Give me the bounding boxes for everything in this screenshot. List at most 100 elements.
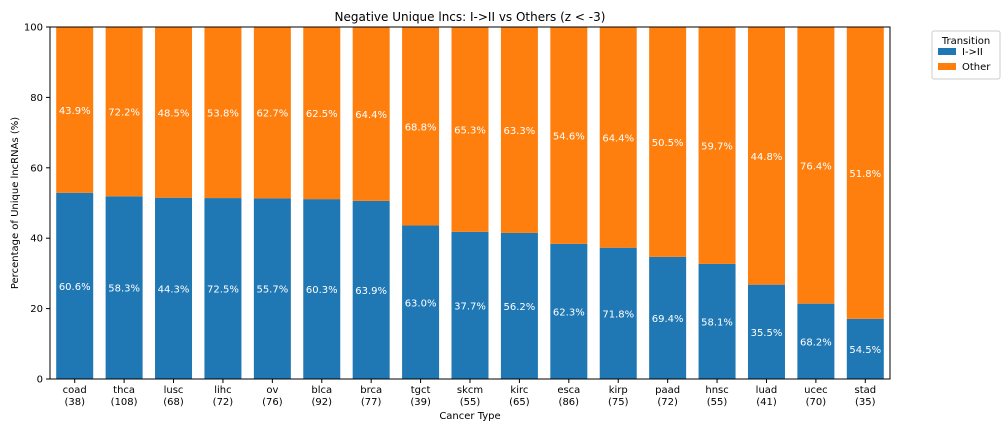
bar-label-i-ii-lihc: 72.5%: [207, 285, 239, 296]
bar-i-ii-hnsc: [698, 263, 736, 379]
y-tick-label-0: 0: [37, 375, 43, 386]
x-tick-label-stad: stad: [854, 385, 876, 396]
y-tick-label-40: 40: [30, 234, 43, 245]
legend: Transition I->II Other: [931, 30, 1001, 80]
x-tick-count-skcm: (55): [460, 397, 481, 408]
bar-label-other-kirp: 64.4%: [602, 133, 634, 144]
bar-label-i-ii-ov: 55.7%: [256, 285, 288, 296]
x-tick-count-thca: (108): [111, 397, 138, 408]
bar-i-ii-blca: [303, 199, 341, 379]
x-tick-count-hnsc: (55): [707, 397, 728, 408]
bar-label-i-ii-lusc: 44.3%: [158, 284, 190, 295]
bar-i-ii-esca: [550, 243, 588, 379]
bar-label-other-luad: 44.8%: [751, 152, 783, 163]
x-tick-label-lusc: lusc: [164, 385, 184, 396]
bar-other-ov: [253, 27, 291, 199]
y-axis: 0 20 40 60 80 100: [24, 23, 50, 386]
y-tick-label-80: 80: [30, 93, 43, 104]
bar-label-i-ii-luad: 35.5%: [751, 328, 783, 339]
bar-i-ii-kirc: [500, 232, 538, 379]
bar-other-paad: [649, 27, 687, 257]
bar-i-ii-skcm: [451, 231, 489, 379]
legend-swatch-other: [938, 63, 956, 70]
x-tick-count-luad: (41): [756, 397, 777, 408]
x-tick-count-esca: (86): [559, 397, 580, 408]
x-tick-count-tgct: (39): [410, 397, 431, 408]
x-tick-count-lusc: (68): [163, 397, 184, 408]
x-tick-label-coad: coad: [63, 385, 87, 396]
bar-label-other-coad: 43.9%: [59, 106, 91, 117]
bar-label-i-ii-tgct: 63.0%: [405, 298, 437, 309]
legend-label-i-ii: I->II: [962, 47, 983, 58]
bar-other-blca: [303, 27, 341, 200]
bar-label-i-ii-paad: 69.4%: [652, 314, 684, 325]
legend-swatch-i-ii: [938, 48, 956, 55]
bar-label-i-ii-coad: 60.6%: [59, 282, 91, 293]
x-tick-count-paad: (72): [657, 397, 678, 408]
x-tick-label-luad: luad: [756, 385, 778, 396]
bar-label-other-brca: 64.4%: [355, 110, 387, 121]
x-tick-label-brca: brca: [360, 385, 382, 396]
y-tick-label-20: 20: [30, 304, 43, 315]
legend-entries: I->II Other: [938, 47, 991, 73]
bar-other-lusc: [155, 27, 193, 198]
bar-label-i-ii-thca: 58.3%: [108, 284, 140, 295]
x-tick-label-tgct: tgct: [411, 385, 431, 396]
bar-i-ii-lusc: [155, 197, 193, 379]
bar-other-hnsc: [698, 27, 736, 264]
bar-label-other-lihc: 53.8%: [207, 109, 239, 120]
bar-label-other-blca: 62.5%: [306, 109, 338, 120]
x-tick-label-hnsc: hnsc: [705, 385, 728, 396]
x-tick-label-lihc: lihc: [214, 385, 231, 396]
bar-other-lihc: [204, 27, 242, 199]
x-tick-count-brca: (77): [361, 397, 382, 408]
x-tick-count-coad: (38): [64, 397, 85, 408]
bar-other-stad: [846, 27, 884, 319]
x-tick-label-blca: blca: [311, 385, 332, 396]
bar-other-kirp: [599, 27, 637, 248]
bar-other-ucec: [797, 27, 835, 304]
x-tick-count-ucec: (70): [806, 397, 827, 408]
x-tick-label-kirc: kirc: [510, 385, 528, 396]
bar-i-ii-stad: [846, 318, 884, 379]
bar-label-other-tgct: 68.8%: [405, 122, 437, 133]
bar-other-kirc: [500, 27, 538, 233]
x-tick-label-ucec: ucec: [804, 385, 828, 396]
bar-i-ii-kirp: [599, 247, 637, 379]
y-axis-label: Percentage of Unique lncRNAs (%): [10, 117, 21, 289]
x-tick-label-paad: paad: [655, 385, 680, 396]
bar-label-i-ii-stad: 54.5%: [849, 345, 881, 356]
bar-label-i-ii-ucec: 68.2%: [800, 337, 832, 348]
chart-title: Negative Unique lncs: I->II vs Others (z…: [335, 10, 606, 24]
bar-i-ii-luad: [747, 284, 785, 379]
bar-label-i-ii-blca: 60.3%: [306, 285, 338, 296]
x-tick-label-kirp: kirp: [609, 385, 628, 396]
bar-label-other-stad: 51.8%: [849, 169, 881, 180]
legend-label-other: Other: [962, 62, 991, 73]
bar-i-ii-brca: [352, 200, 390, 379]
x-tick-count-kirc: (65): [509, 397, 530, 408]
bar-i-ii-ov: [253, 198, 291, 379]
x-tick-count-lihc: (72): [213, 397, 234, 408]
bar-other-coad: [56, 27, 94, 193]
bar-label-other-ov: 62.7%: [256, 109, 288, 120]
bar-i-ii-paad: [649, 256, 687, 379]
bar-label-other-hnsc: 59.7%: [701, 141, 733, 152]
bar-label-other-paad: 50.5%: [652, 138, 684, 149]
x-axis: coad(38)thca(108)lusc(68)lihc(72)ov(76)b…: [63, 379, 876, 408]
bar-label-other-ucec: 76.4%: [800, 161, 832, 172]
legend-title: Transition: [941, 36, 990, 47]
bar-labels-layer: 60.6% 43.9% 58.3% 72.2% 44.3% 48.5% 72.5% 53.8%…: [59, 106, 881, 356]
x-tick-count-blca: (92): [311, 397, 332, 408]
bar-other-esca: [550, 27, 588, 244]
bar-other-brca: [352, 27, 390, 201]
bar-i-ii-ucec: [797, 303, 835, 379]
bar-i-ii-tgct: [402, 225, 440, 379]
x-tick-label-esca: esca: [557, 385, 580, 396]
x-tick-count-stad: (35): [855, 397, 876, 408]
x-axis-label: Cancer Type: [439, 411, 500, 422]
bar-label-i-ii-kirp: 71.8%: [602, 309, 634, 320]
bar-other-skcm: [451, 27, 489, 232]
bar-i-ii-lihc: [204, 198, 242, 379]
